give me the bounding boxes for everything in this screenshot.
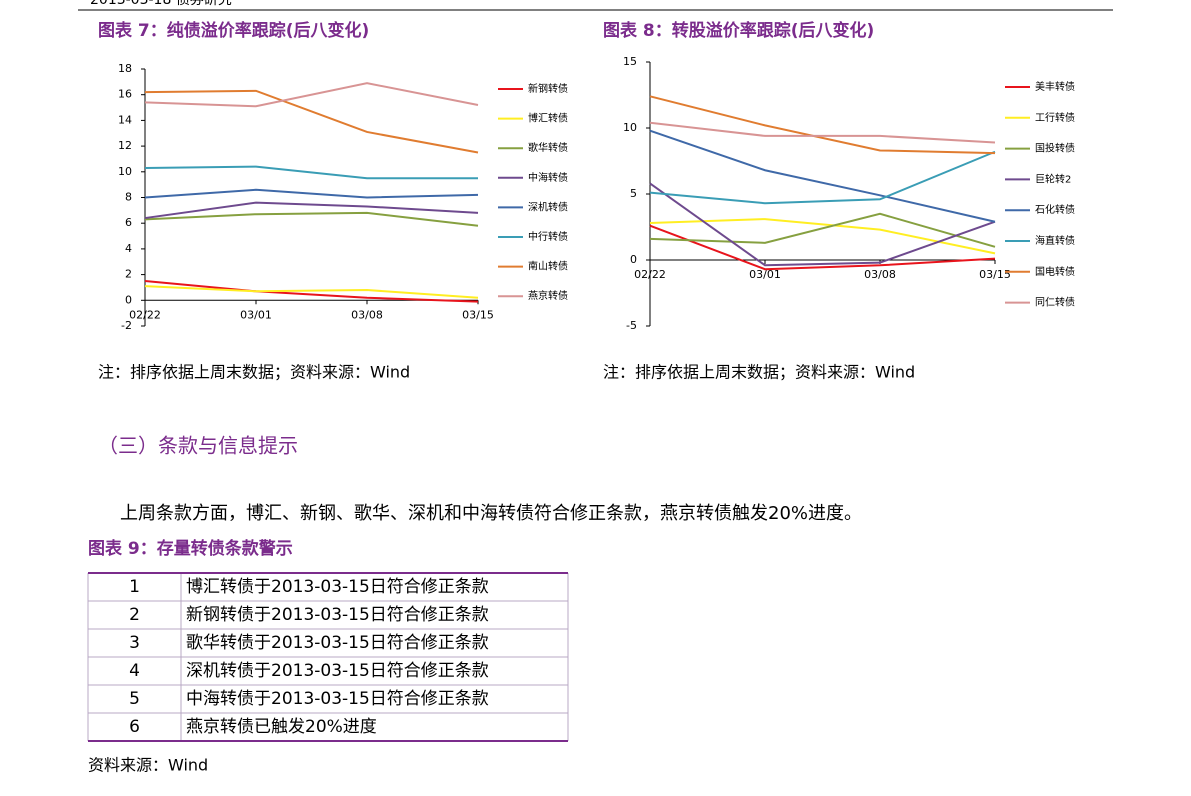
x-tick-label: 03/15: [462, 308, 494, 321]
legend-label: 中海转债: [528, 171, 568, 184]
y-tick-label: 8: [125, 191, 132, 204]
table-source: 资料来源：Wind: [88, 756, 208, 775]
header-text: 2013-03-18 债券研究: [90, 0, 232, 8]
series-line: [144, 280, 479, 303]
cell-number: 1: [129, 577, 140, 597]
y-tick-label: -2: [121, 319, 132, 332]
legend-label: 工行转债: [1035, 111, 1075, 124]
y-tick-label: 4: [125, 242, 132, 255]
cell-text: 中海转债于2013-03-15日符合修正条款: [186, 689, 489, 709]
legend-label: 深机转债: [528, 200, 568, 213]
y-tick-label: 0: [125, 293, 132, 306]
series-line: [144, 211, 479, 227]
series-line: [649, 150, 996, 205]
cell-text: 燕京转债已触发20%进度: [186, 717, 377, 737]
x-tick-label: 03/01: [240, 308, 272, 321]
table-title: 图表 9：存量转债条款警示: [88, 538, 293, 559]
x-tick-label: 03/08: [864, 268, 896, 281]
chart-title: 图表 7：纯债溢价率跟踪(后八变化): [98, 20, 369, 41]
y-tick-label: -5: [626, 319, 637, 332]
x-tick-label: 02/22: [129, 308, 161, 321]
legend-label: 燕京转债: [528, 289, 568, 302]
legend-label: 歌华转债: [528, 141, 568, 154]
cell-text: 博汇转债于2013-03-15日符合修正条款: [186, 577, 489, 597]
y-tick-label: 10: [118, 165, 132, 178]
y-tick-label: 14: [118, 113, 132, 126]
section-heading: （三）条款与信息提示: [98, 434, 298, 458]
cell-number: 6: [129, 717, 140, 737]
legend-label: 海直转债: [1035, 234, 1075, 247]
chart-title: 图表 8：转股溢价率跟踪(后八变化): [603, 20, 874, 41]
series-line: [649, 212, 996, 248]
cell-text: 深机转债于2013-03-15日符合修正条款: [186, 661, 489, 681]
series-line: [649, 121, 996, 144]
series-line: [144, 82, 479, 108]
y-tick-label: 5: [630, 187, 637, 200]
y-tick-label: 2: [125, 268, 132, 281]
y-tick-label: 10: [623, 121, 637, 134]
series-line: [649, 95, 996, 155]
y-tick-label: 6: [125, 216, 132, 229]
series-line: [649, 129, 996, 223]
y-tick-label: 16: [118, 88, 132, 101]
y-tick-label: 12: [118, 139, 132, 152]
cell-text: 新钢转债于2013-03-15日符合修正条款: [186, 605, 489, 625]
y-tick-label: 18: [118, 62, 132, 75]
legend-label: 南山转债: [528, 260, 568, 273]
legend-label: 石化转债: [1035, 203, 1075, 216]
series-line: [144, 89, 479, 154]
x-tick-label: 03/08: [351, 308, 383, 321]
chart-note: 注：排序依据上周末数据；资料来源：Wind: [98, 363, 410, 382]
series-line: [649, 182, 996, 267]
x-tick-label: 02/22: [634, 268, 666, 281]
cell-number: 4: [129, 661, 140, 681]
y-tick-label: 15: [623, 55, 637, 68]
legend-label: 新钢转债: [528, 82, 568, 95]
y-tick-label: 0: [630, 253, 637, 266]
x-tick-label: 03/01: [749, 268, 781, 281]
cell-number: 5: [129, 689, 140, 709]
legend-label: 中行转债: [528, 230, 568, 243]
legend-label: 同仁转债: [1035, 296, 1075, 309]
series-line: [144, 285, 479, 299]
legend-label: 国投转债: [1035, 142, 1075, 155]
legend-label: 博汇转债: [528, 112, 568, 125]
series-line: [144, 188, 479, 199]
legend-label: 美丰转债: [1035, 80, 1075, 93]
chart-note: 注：排序依据上周末数据；资料来源：Wind: [603, 363, 915, 382]
cell-number: 2: [129, 605, 140, 625]
paragraph: 上周条款方面，博汇、新钢、歌华、深机和中海转债符合修正条款，燕京转债触发20%进…: [120, 503, 862, 524]
series-line: [144, 201, 479, 220]
legend-label: 巨轮转2: [1035, 172, 1071, 185]
x-tick-label: 03/15: [979, 268, 1011, 281]
series-line: [649, 218, 996, 255]
series-line: [144, 165, 478, 180]
cell-number: 3: [129, 633, 140, 653]
cell-text: 歌华转债于2013-03-15日符合修正条款: [186, 633, 489, 653]
series-line: [649, 224, 996, 271]
legend-label: 国电转债: [1035, 265, 1075, 278]
